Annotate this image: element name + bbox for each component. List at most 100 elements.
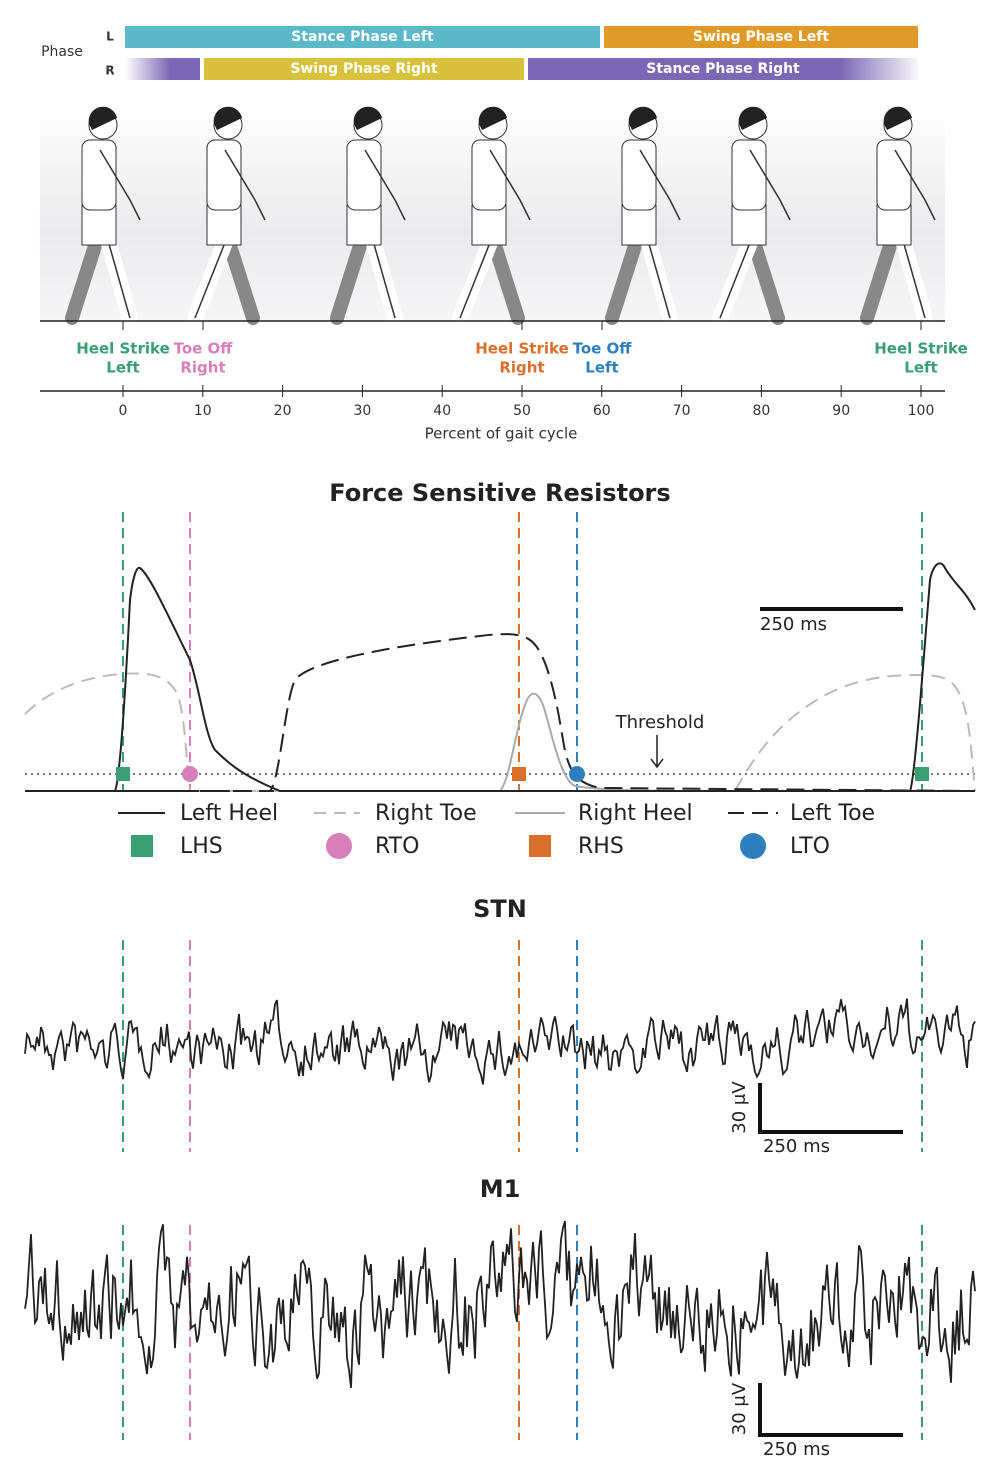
event-label: Left — [106, 359, 139, 377]
axis-tick-label: 10 — [194, 403, 212, 419]
panel-title: Force Sensitive Resistors — [329, 479, 670, 507]
legend-swatch — [740, 833, 766, 859]
row-side: R — [105, 64, 114, 78]
legend-label: LTO — [790, 834, 830, 859]
scale-label: 30 μV — [729, 1081, 750, 1134]
shorts — [731, 204, 767, 246]
event-label: Left — [904, 359, 937, 377]
torso — [731, 139, 767, 211]
phase-bar — [604, 26, 918, 48]
event-label: Right — [180, 359, 225, 377]
torso — [876, 139, 912, 211]
event-marker — [116, 767, 130, 781]
threshold-arrow — [650, 735, 664, 769]
phase-bar-label: Stance Phase Left — [291, 29, 434, 45]
arm — [99, 149, 141, 221]
event-label: Toe Off — [573, 340, 633, 358]
legend-label: Right Heel — [578, 801, 693, 826]
axis-tick-label: 80 — [752, 403, 770, 419]
scale-label: 250 ms — [763, 1439, 830, 1460]
scale-bar — [758, 1083, 903, 1134]
phase-bar — [125, 58, 200, 80]
legend-swatch — [326, 833, 352, 859]
axis-tick-label: 0 — [119, 403, 128, 419]
threshold-label: Threshold — [615, 712, 705, 733]
legend-label: RHS — [578, 834, 624, 859]
legend-swatch — [131, 835, 153, 857]
event-label: Heel Strike — [874, 340, 968, 358]
event-marker — [915, 767, 929, 781]
event-marker — [182, 766, 198, 782]
axis-tick-label: 70 — [673, 403, 691, 419]
hair — [88, 106, 117, 130]
walking-figure — [187, 106, 266, 326]
arm — [489, 149, 531, 221]
legend-swatch — [529, 835, 551, 857]
right-heel-curve — [499, 692, 701, 792]
legend-label: Left Heel — [180, 801, 278, 826]
phase-label: Phase — [41, 44, 83, 60]
arm — [224, 149, 266, 221]
phase-bar — [125, 26, 600, 48]
walking-figure — [330, 106, 406, 326]
arm — [639, 149, 681, 221]
torso — [346, 139, 382, 211]
event-marker — [569, 766, 585, 782]
phase-bar — [528, 58, 918, 80]
hair — [628, 106, 657, 130]
phase-bar — [204, 58, 524, 80]
torso — [206, 139, 242, 211]
walking-figure — [65, 106, 141, 326]
left-heel-curve — [25, 562, 976, 792]
legend-label: Right Toe — [375, 801, 477, 826]
arm — [364, 149, 406, 221]
phase-bar-label: Swing Phase Left — [693, 29, 830, 45]
hair — [478, 106, 507, 130]
event-label: Right — [499, 359, 544, 377]
arm — [749, 149, 791, 221]
event-marker — [512, 767, 526, 781]
signal-trace — [24, 1220, 976, 1388]
event-label: Left — [585, 359, 618, 377]
hair — [353, 106, 382, 130]
legend-label: RTO — [375, 834, 419, 859]
scale-label: 250 ms — [760, 614, 827, 635]
walking-figure — [605, 106, 681, 326]
shorts — [206, 204, 242, 246]
legend-label: LHS — [180, 834, 223, 859]
phase-bar-label: Swing Phase Right — [290, 61, 438, 77]
scale-bar — [758, 1383, 903, 1437]
left-toe-curve — [25, 633, 976, 792]
row-side: L — [106, 30, 114, 44]
legend-label: Left Toe — [790, 801, 875, 826]
event-label: Toe Off — [174, 340, 234, 358]
axis-tick-label: 50 — [513, 403, 531, 419]
scale-label: 250 ms — [763, 1136, 830, 1157]
signal-trace — [24, 998, 976, 1085]
event-label: Heel Strike — [475, 340, 569, 358]
hair — [738, 106, 767, 130]
walking-figure — [860, 106, 936, 326]
shorts — [346, 204, 382, 246]
right-toe-curve — [24, 672, 976, 792]
panel-title: STN — [473, 895, 527, 923]
scale-label: 30 μV — [729, 1382, 750, 1435]
axis-tick-label: 60 — [593, 403, 611, 419]
shorts — [471, 204, 507, 246]
arm — [894, 149, 936, 221]
torso — [471, 139, 507, 211]
axis-tick-label: 100 — [908, 403, 935, 419]
hair — [883, 106, 912, 130]
shorts — [876, 204, 912, 246]
hair — [213, 106, 242, 130]
shorts — [621, 204, 657, 246]
phase-bar-label: Stance Phase Right — [646, 61, 800, 77]
axis-tick-label: 40 — [433, 403, 451, 419]
axis-title: Percent of gait cycle — [425, 425, 578, 443]
axis-tick-label: 20 — [274, 403, 292, 419]
axis-tick-label: 90 — [832, 403, 850, 419]
walking-figure — [452, 106, 531, 326]
torso — [81, 139, 117, 211]
torso — [621, 139, 657, 211]
